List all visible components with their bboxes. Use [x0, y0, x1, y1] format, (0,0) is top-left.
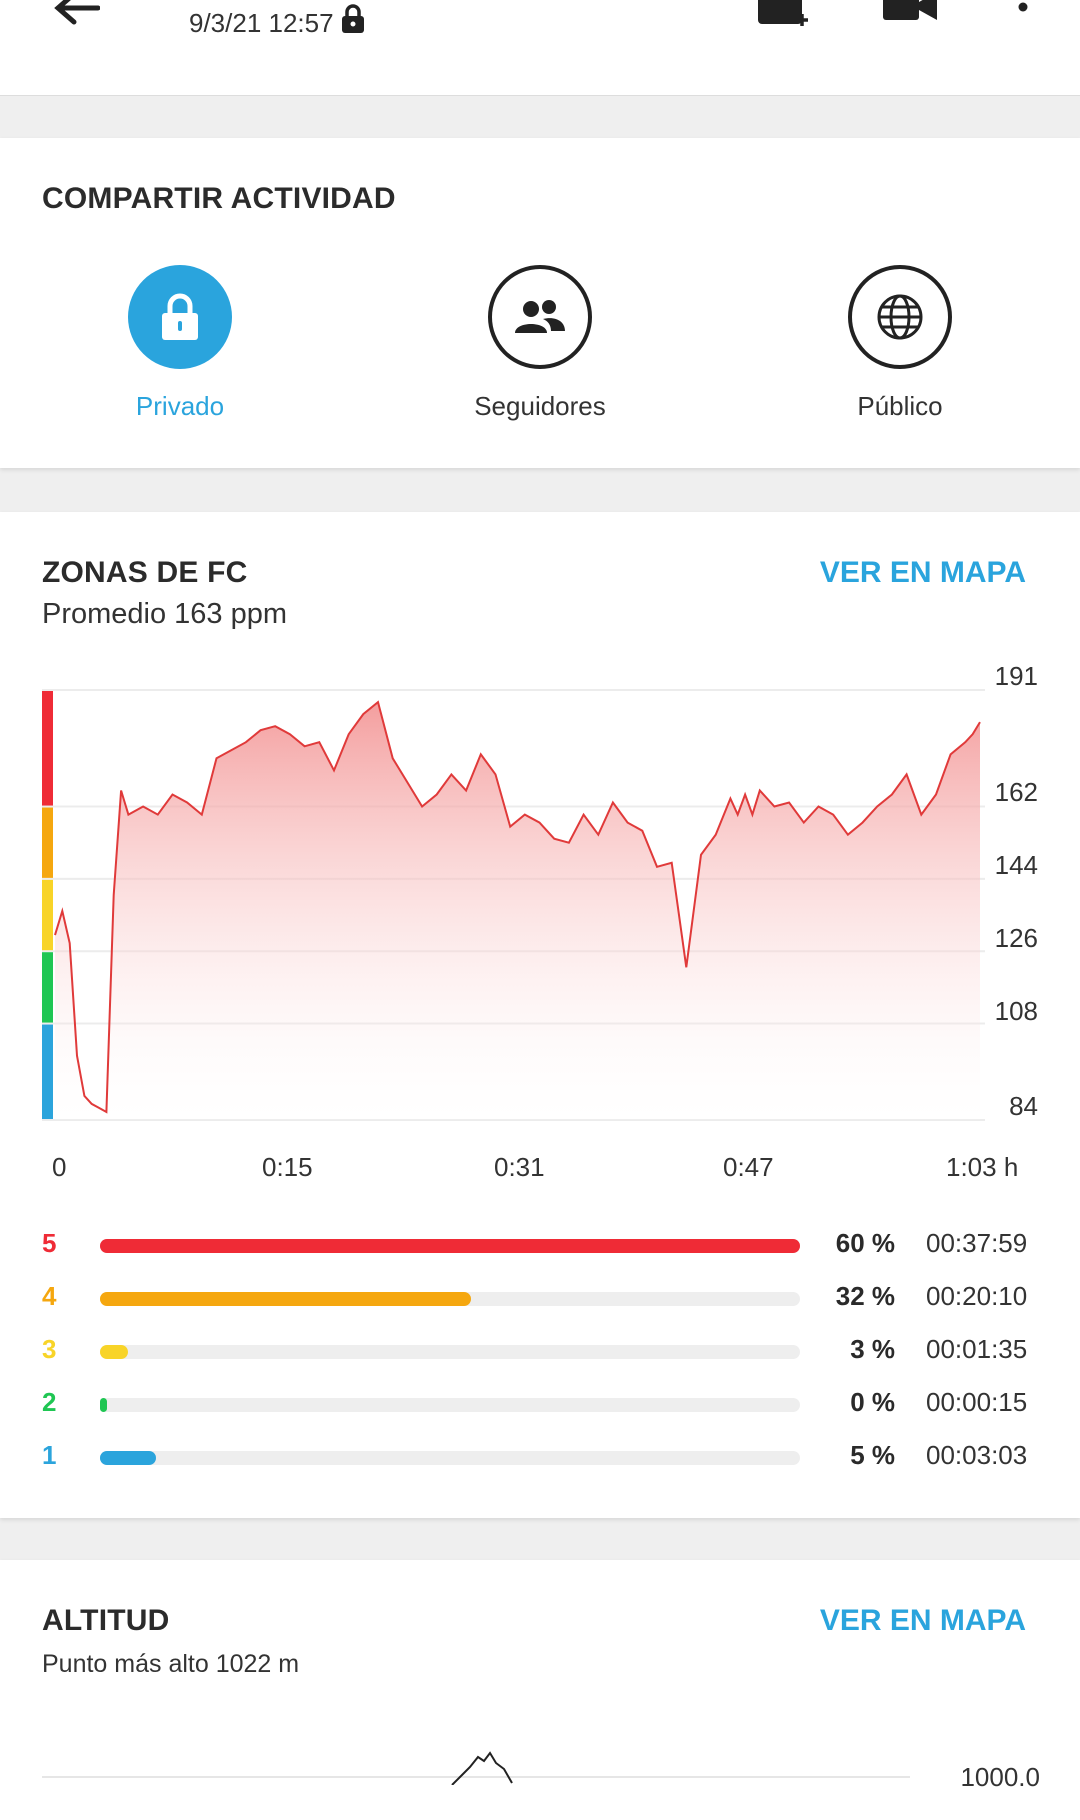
globe-icon — [877, 294, 923, 340]
zone-bar-track — [100, 1398, 800, 1412]
zone-number: 2 — [42, 1387, 57, 1417]
x-tick: 0:47 — [723, 1152, 774, 1182]
altitude-chart — [42, 1751, 910, 1785]
y-tick: 162 — [994, 777, 1038, 807]
x-tick: 0:15 — [262, 1152, 313, 1182]
zone-time: 00:01:35 — [926, 1334, 1028, 1364]
zone-time: 00:20:10 — [926, 1281, 1028, 1311]
more-vertical-icon[interactable] — [1010, 0, 1036, 28]
private-circle[interactable] — [128, 265, 232, 369]
followers-icon — [515, 300, 565, 333]
zone-number: 4 — [42, 1281, 57, 1311]
zone-percent: 0 % — [850, 1387, 895, 1417]
activity-date: 9/3/21 12:57 — [189, 8, 334, 38]
zone-row-5: 5 60 % 00:37:59 — [0, 1222, 1080, 1262]
share-option-public[interactable]: Público — [810, 265, 990, 422]
altitude-title: ALTITUD — [42, 1604, 170, 1637]
lock-icon — [342, 4, 364, 33]
zone-number: 1 — [42, 1440, 57, 1470]
zone-bar-track — [100, 1345, 800, 1359]
zone-strip-segment — [42, 1024, 53, 1119]
zone-bar-fill — [100, 1239, 800, 1253]
share-option-label: Público — [857, 391, 943, 421]
zone-bar-track — [100, 1292, 800, 1306]
y-tick: 108 — [994, 996, 1038, 1026]
video-camera-icon[interactable] — [883, 0, 939, 22]
hr-line — [54, 700, 981, 1114]
altitude-highest: Punto más alto 1022 m — [42, 1650, 300, 1678]
zone-percent: 60 % — [835, 1228, 895, 1258]
hr-chart — [42, 689, 985, 1121]
share-option-label: Seguidores — [474, 391, 606, 421]
top-bar: 9/3/21 12:57 — [0, 0, 1080, 96]
hr-view-on-map-link[interactable]: VER EN MAPA — [819, 556, 1026, 589]
zone-row-3: 3 3 % 00:01:35 — [0, 1328, 1080, 1368]
zone-time: 00:37:59 — [926, 1228, 1028, 1258]
altitude-card: ALTITUD VER EN MAPA Punto más alto 1022 … — [0, 1560, 1080, 1820]
zone-bar-track — [100, 1239, 800, 1253]
zone-strip-segment — [42, 807, 53, 878]
y-tick: 144 — [994, 850, 1038, 880]
zone-row-2: 2 0 % 00:00:15 — [0, 1381, 1080, 1421]
zone-bar-fill — [100, 1292, 471, 1306]
lock-icon — [162, 293, 198, 340]
y-tick: 191 — [994, 661, 1038, 691]
zone-time: 00:00:15 — [926, 1387, 1028, 1417]
share-title: COMPARTIR ACTIVIDAD — [42, 182, 396, 215]
hr-area — [55, 702, 980, 1120]
share-option-private[interactable]: Privado — [90, 265, 270, 422]
share-option-followers[interactable]: Seguidores — [450, 265, 630, 422]
back-arrow-icon[interactable] — [48, 0, 100, 32]
zone-bar-fill — [100, 1398, 107, 1412]
hr-average: Promedio 163 ppm — [42, 598, 288, 630]
altitude-view-on-map-link[interactable]: VER EN MAPA — [819, 1604, 1026, 1637]
public-circle[interactable] — [848, 265, 952, 369]
zone-strip-segment — [42, 879, 53, 951]
hr-zones-card: ZONAS DE FC VER EN MAPA Promedio 163 ppm… — [0, 512, 1080, 1518]
share-option-label: Privado — [135, 391, 225, 421]
zone-bar-fill — [100, 1345, 128, 1359]
share-activity-card: COMPARTIR ACTIVIDAD Privado Seguidores — [0, 138, 1080, 468]
zone-bar-fill — [100, 1451, 156, 1465]
zone-percent: 32 % — [835, 1281, 895, 1311]
zone-percent: 5 % — [850, 1440, 895, 1470]
zone-row-1: 1 5 % 00:03:03 — [0, 1434, 1080, 1474]
x-tick: 0 — [52, 1152, 67, 1182]
zone-number: 5 — [42, 1228, 57, 1258]
followers-circle[interactable] — [488, 265, 592, 369]
hr-title: ZONAS DE FC — [42, 556, 248, 589]
x-tick: 0:31 — [494, 1152, 545, 1182]
zone-percent: 3 % — [850, 1334, 895, 1364]
altitude-y-tick: 1000.0 — [960, 1762, 1040, 1792]
zone-time: 00:03:03 — [926, 1440, 1028, 1470]
zone-number: 3 — [42, 1334, 57, 1364]
y-tick: 126 — [994, 923, 1038, 953]
altitude-line — [451, 1751, 513, 1785]
zone-bar-track — [100, 1451, 800, 1465]
zone-strip-segment — [42, 952, 53, 1023]
zone-strip-segment — [42, 691, 53, 806]
y-tick: 84 — [1009, 1091, 1038, 1121]
add-photo-icon[interactable] — [758, 0, 814, 30]
x-tick: 1:03 h — [946, 1152, 1019, 1182]
zone-row-4: 4 32 % 00:20:10 — [0, 1275, 1080, 1315]
